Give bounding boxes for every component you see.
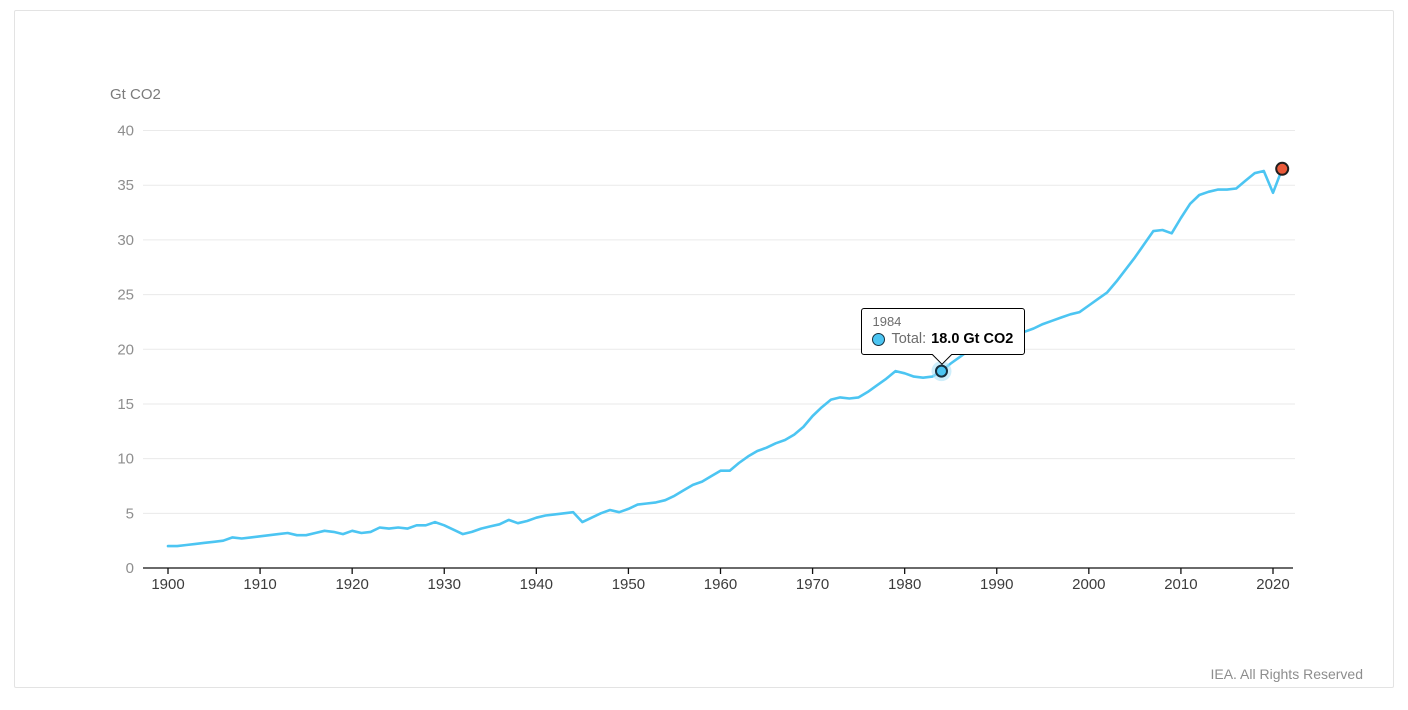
y-axis-tick-label: 35 [117,177,134,194]
x-axis-tick-label: 2010 [1164,576,1197,593]
tooltip-year: 1984 [872,314,902,330]
y-axis-tick-label: 10 [117,451,134,468]
y-axis-tick-label: 20 [117,341,134,358]
chart-card: Gt CO2 0 5 10 15 20 25 30 35 40 1900 1910 1920 1930 1… [14,10,1394,688]
x-axis-tick-label: 1970 [796,576,829,593]
tooltip-value-row: Total: 18.0 Gt CO2 [872,331,1013,347]
x-axis-tick-label: 1920 [335,576,368,593]
emissions-line-chart[interactable]: 0 5 10 15 20 25 30 35 40 1900 1910 1920 1930 1940 1950… [15,11,1408,710]
x-axis-tick-label: 1960 [704,576,737,593]
x-axis-tick-label: 1910 [243,576,276,593]
y-axis-tick-label: 5 [126,505,134,522]
y-axis-tick-label: 40 [117,123,134,140]
latest-year-point[interactable] [1275,161,1290,176]
x-axis-tick-label: 1990 [980,576,1013,593]
series-marker-icon [872,332,886,346]
y-axis-unit-label: Gt CO2 [110,86,161,103]
x-axis-tick-label: 1980 [888,576,921,593]
x-axis-tick-label: 2020 [1256,576,1289,593]
total-emissions-line[interactable] [166,167,1284,548]
copyright-note: IEA. All Rights Reserved [1210,666,1363,682]
y-axis-tick-label: 0 [126,560,134,577]
x-axis-tick-label: 2000 [1072,576,1105,593]
x-axis-tick-label: 1940 [520,576,553,593]
highlighted-point-1984[interactable] [934,364,948,378]
y-axis-tick-label: 15 [117,396,134,413]
tooltip-value: 18.0 Gt CO2 [931,331,1014,348]
chart-tooltip: 1984 Total: 18.0 Gt CO2 [861,308,1026,365]
y-axis-tick-label: 30 [117,232,134,249]
x-axis-tick-label: 1900 [151,576,184,593]
y-axis-tick-label: 25 [117,287,134,304]
x-axis-tick-label: 1950 [612,576,645,593]
x-axis-tick-label: 1930 [428,576,461,593]
tooltip-series-label: Total: [891,331,927,348]
